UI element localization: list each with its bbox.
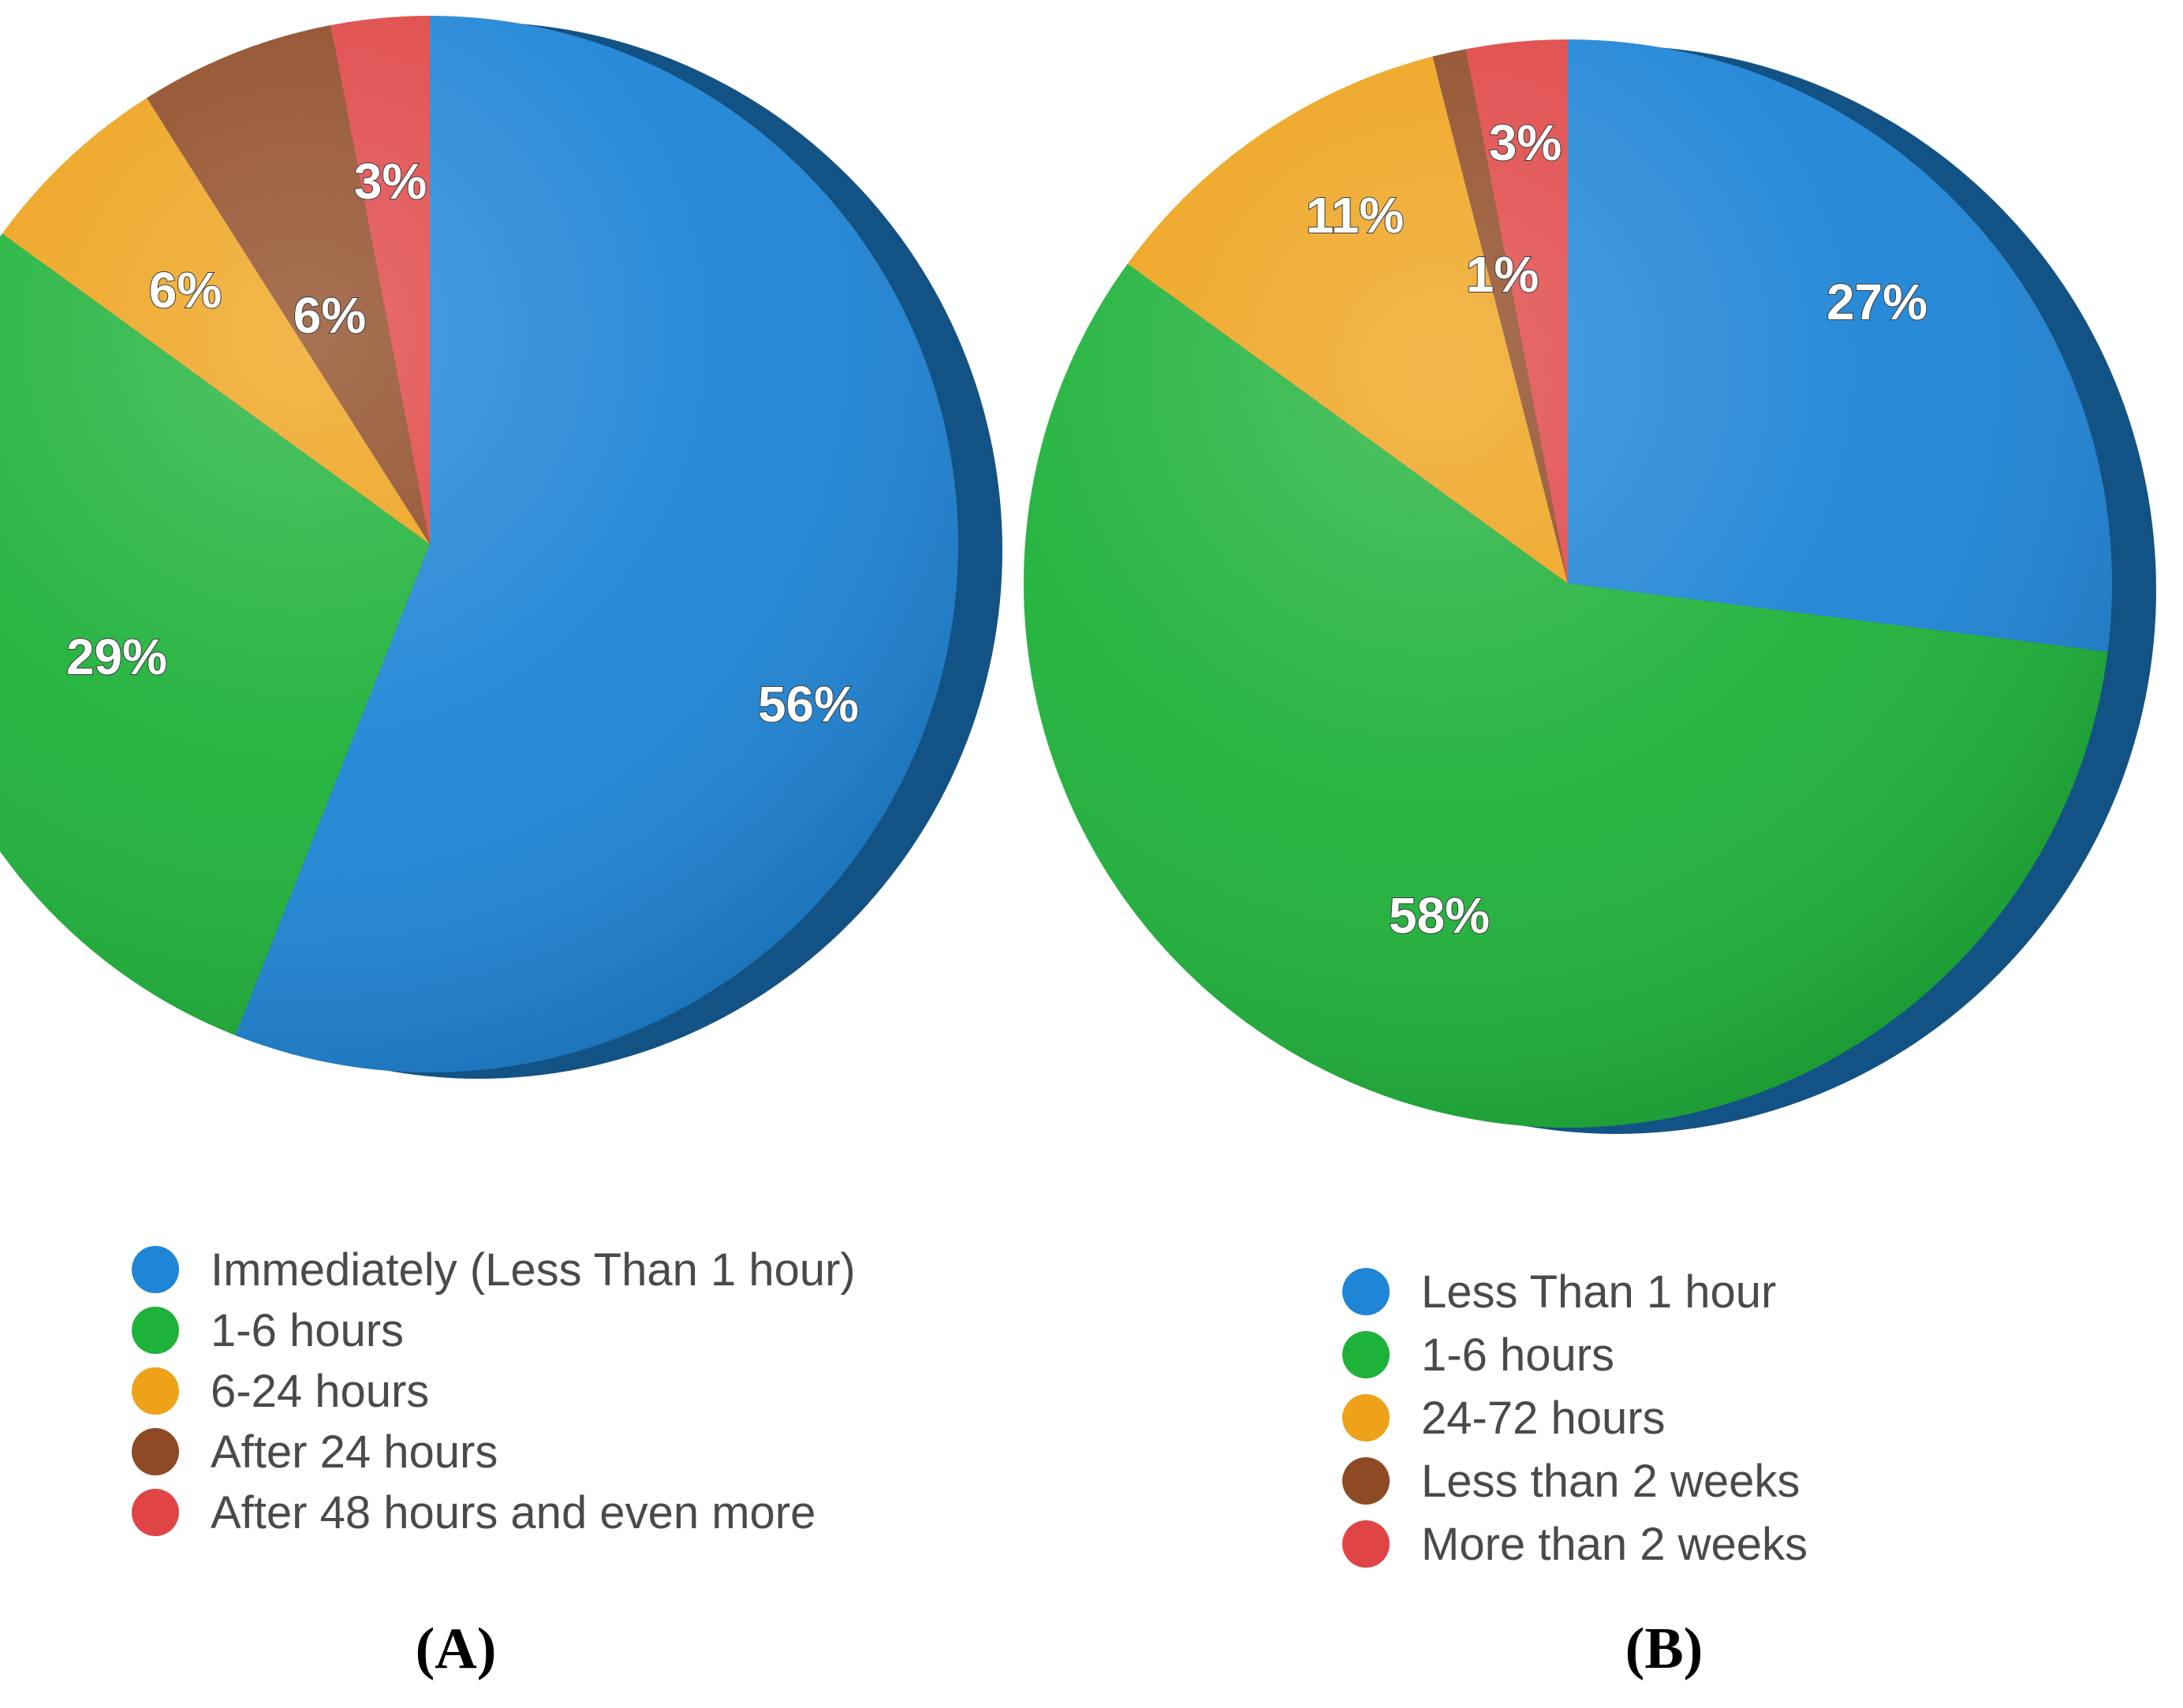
pie-b-legend-label-4: Less than 2 weeks — [1421, 1456, 1800, 1507]
pie-a-legend-label-3: 6-24 hours — [211, 1366, 429, 1417]
pie-b-value-label-2: 58% — [1389, 887, 1490, 944]
pie-b-legend-swatch-4 — [1342, 1457, 1390, 1505]
pie-a-value-label-5: 3% — [354, 153, 427, 210]
pie-b-value-label-5: 3% — [1489, 114, 1562, 171]
pie-b-panel-label: (B) — [1625, 1617, 1703, 1681]
pie-b-legend-swatch-2 — [1342, 1331, 1390, 1378]
pie-b-value-label-1: 27% — [1827, 274, 1927, 330]
pie-b-legend-swatch-1 — [1342, 1268, 1390, 1315]
pie-a-value-label-1: 56% — [758, 676, 859, 733]
pie-chart-a: 56% 29% 6% 6% 3% Immediately (Less Than 1 hou… — [0, 16, 1002, 1681]
pie-b-legend-swatch-3 — [1342, 1394, 1390, 1441]
pie-b-legend-swatch-5 — [1342, 1520, 1390, 1568]
pie-a-legend-swatch-5 — [132, 1489, 179, 1536]
pie-a-value-label-4: 6% — [293, 287, 367, 344]
pie-a-legend-swatch-3 — [132, 1367, 179, 1415]
pie-a-value-label-3: 6% — [149, 262, 222, 319]
pie-b-legend: Less Than 1 hour 1-6 hours 24-72 hours Less… — [1342, 1266, 1808, 1570]
pie-b-legend-label-3: 24-72 hours — [1421, 1393, 1666, 1444]
pie-a-legend-label-2: 1-6 hours — [211, 1305, 404, 1356]
pie-a-legend-swatch-1 — [132, 1246, 179, 1293]
pie-b-legend-label-2: 1-6 hours — [1421, 1329, 1614, 1381]
pie-b-value-label-4: 1% — [1466, 246, 1539, 303]
pie-a-legend: Immediately (Less Than 1 hour) 1-6 hours 6… — [132, 1244, 856, 1538]
pie-chart-b: 27% 58% 11% 1% 3% Less Than 1 hour 1-6 hours 24… — [1024, 39, 2156, 1681]
pie-a-legend-swatch-2 — [132, 1307, 179, 1354]
pie-b-gloss — [1024, 39, 2112, 1128]
pie-b-value-label-3: 11% — [1306, 187, 1405, 244]
pie-b-legend-label-5: More than 2 weeks — [1421, 1519, 1808, 1570]
pie-a-value-label-2: 29% — [66, 628, 167, 685]
pie-a-gloss — [0, 16, 958, 1072]
pie-a-legend-swatch-4 — [132, 1428, 179, 1475]
pie-a-panel-label: (A) — [416, 1617, 497, 1681]
pie-a-legend-label-1: Immediately (Less Than 1 hour) — [211, 1244, 856, 1296]
pie-a-legend-label-4: After 24 hours — [211, 1426, 498, 1478]
pie-a-legend-label-5: After 48 hours and even more — [211, 1487, 815, 1538]
pie-b-legend-label-1: Less Than 1 hour — [1421, 1266, 1776, 1318]
